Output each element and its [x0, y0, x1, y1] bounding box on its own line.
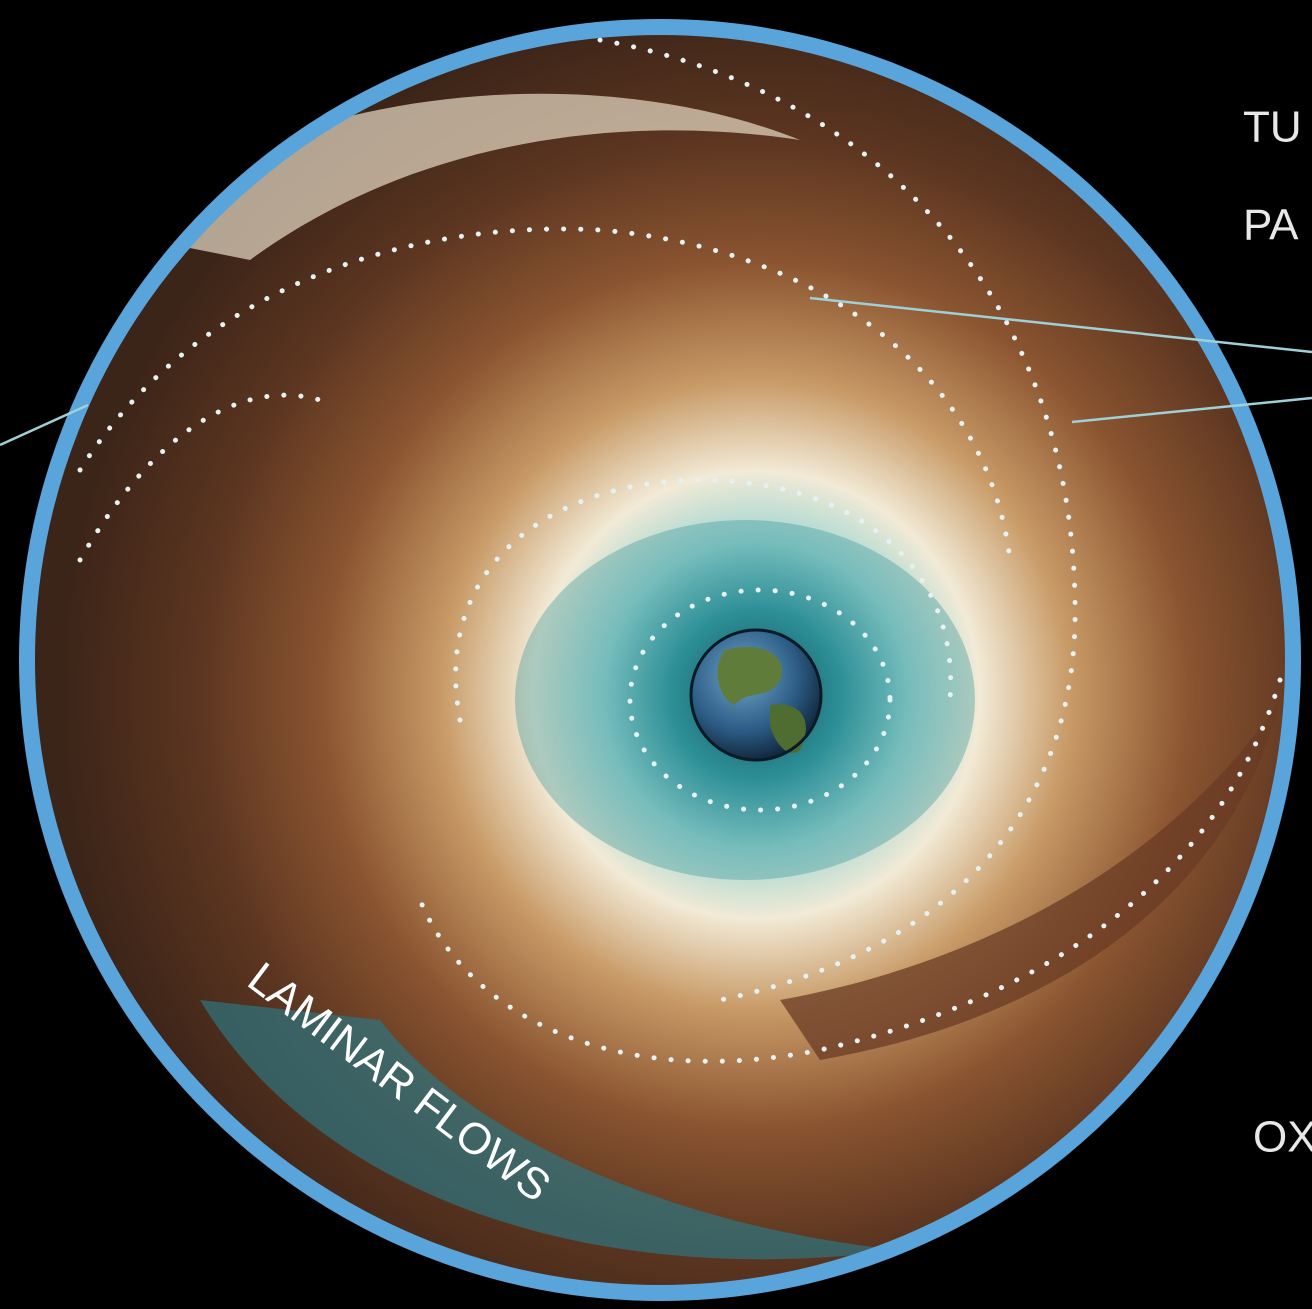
frame-ring: [19, 19, 1301, 1301]
leader-lines: [0, 296, 1312, 447]
label: TU: [1243, 103, 1302, 152]
label: OX: [1253, 1113, 1312, 1162]
label: PA: [1243, 201, 1299, 250]
earth: [689, 628, 823, 762]
